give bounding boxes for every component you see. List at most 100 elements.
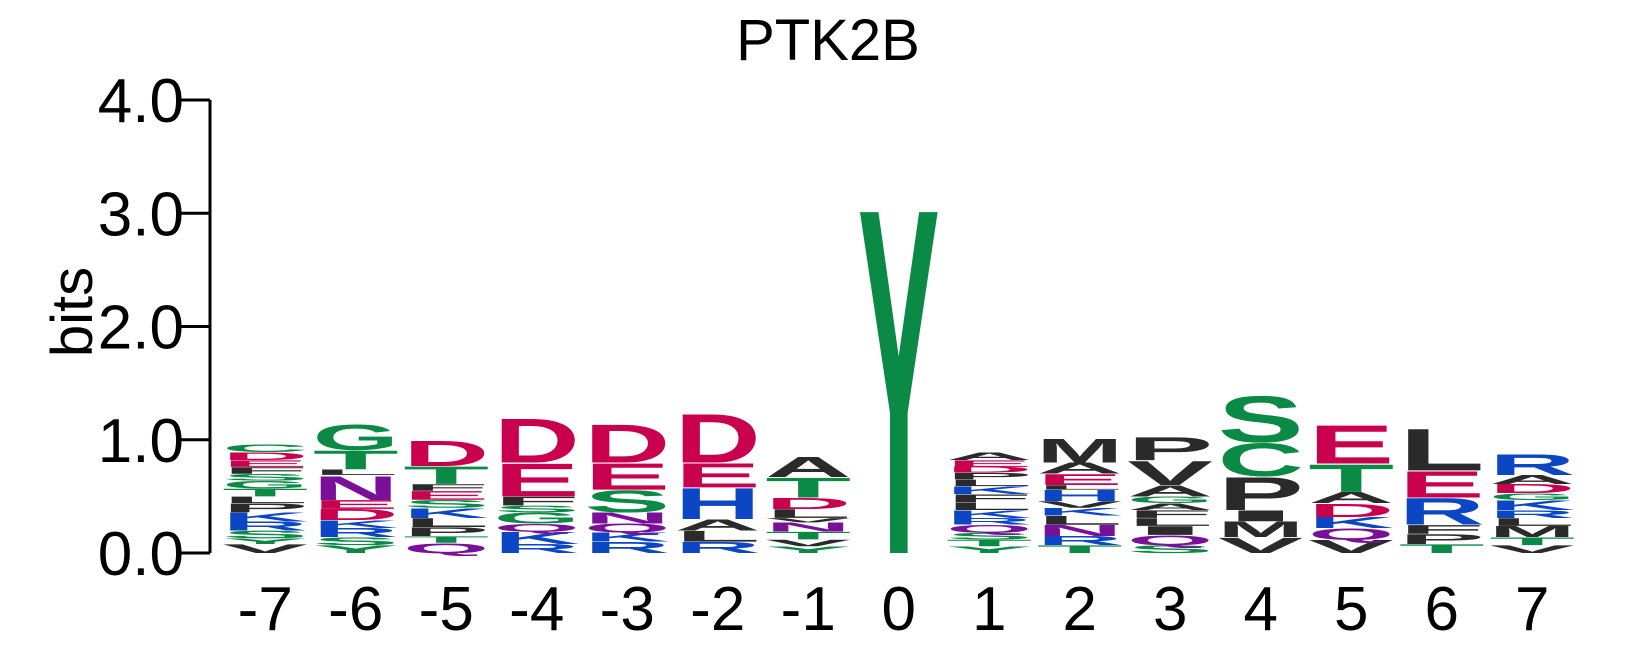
logo-letter-K: K — [313, 518, 399, 530]
logo-letter-D: D — [584, 413, 670, 475]
logo-letter-S: S — [494, 504, 580, 515]
logo-letter-A: A — [765, 452, 851, 483]
logo-letter-I: I — [1218, 507, 1304, 525]
logo-letter-S: S — [403, 498, 489, 510]
logo-letter-A: A — [1489, 472, 1575, 486]
y-tick-label: 2.0 — [98, 294, 184, 363]
logo-letter-E: E — [1308, 414, 1394, 476]
y-tick-label: 4.0 — [98, 67, 184, 136]
logo-letter-P: P — [1218, 467, 1304, 520]
logo-letter-L: L — [946, 478, 1032, 489]
logo-letter-E: E — [946, 458, 1032, 469]
logo-letter-E: E — [222, 458, 308, 469]
logo-letter-L: L — [313, 468, 399, 477]
logo-letter-T: T — [1399, 542, 1485, 556]
logo-letter-E: E — [313, 498, 399, 512]
logo-letter-V: V — [1308, 536, 1394, 557]
logo-letter-F: F — [1399, 523, 1485, 537]
logo-letter-Q: Q — [946, 523, 1032, 535]
logo-letter-Y: Y — [946, 545, 1032, 556]
x-tick-label: -4 — [509, 575, 564, 644]
x-axis: -7 -6 -5 -4 -3 -2 -1 0 1 2 3 4 5 6 7 — [238, 575, 1550, 644]
x-tick-label: -6 — [328, 575, 383, 644]
logo-letter-T: T — [222, 487, 308, 499]
logo-letter-G: G — [494, 509, 580, 527]
logo-letter-M: M — [1489, 523, 1575, 541]
x-tick-label: 0 — [882, 575, 916, 644]
logo-letter-L: L — [1489, 516, 1575, 528]
logo-letter-L: L — [1399, 416, 1485, 483]
logo-letter-E: E — [494, 454, 580, 507]
logo-letter-V: V — [765, 517, 851, 524]
logo-letter-T: T — [765, 472, 851, 504]
x-tick-label: 6 — [1425, 575, 1459, 644]
logo-letter-Y: Y — [222, 537, 308, 546]
logo-letter-Q: Q — [1127, 532, 1213, 548]
x-tick-label: -2 — [690, 575, 745, 644]
logo-letter-N: N — [765, 520, 851, 534]
logo-letter-E: E — [403, 489, 489, 503]
logo-letter-A: A — [675, 516, 761, 534]
y-tick-label: 1.0 — [98, 407, 184, 476]
logo-letter-Y: Y — [858, 105, 940, 658]
logo-letter-Y: Y — [765, 545, 851, 556]
logo-letter-T: T — [1489, 535, 1575, 547]
logo-letter-V: V — [1218, 533, 1304, 558]
logo-letter-K: K — [222, 510, 308, 524]
x-tick-label: 7 — [1515, 575, 1549, 644]
y-tick-label: 3.0 — [98, 180, 184, 249]
logo-letter-E: E — [1037, 471, 1123, 488]
logo-stacks: VYSRKPLTGSFEDCYSRKDENLTGQTPLKSEFTDRKQGSF… — [222, 105, 1575, 658]
logo-letter-Q: Q — [494, 522, 580, 534]
logo-letter-V: V — [222, 542, 308, 556]
logo-letter-R: R — [1489, 508, 1575, 520]
logo-letter-S: S — [313, 535, 399, 547]
logo-letter-V: V — [1489, 543, 1575, 555]
logo-letter-A: A — [946, 450, 1032, 462]
logo-letter-P: P — [1127, 430, 1213, 467]
logo-letter-R: R — [584, 539, 670, 557]
logo-letter-R: R — [1399, 490, 1485, 532]
logo-letter-Q: Q — [403, 540, 489, 556]
logo-letter-L: L — [765, 507, 851, 521]
logo-letter-K: K — [584, 530, 670, 544]
logo-letter-D: D — [675, 400, 761, 477]
logo-letter-S: S — [584, 484, 670, 519]
logo-letter-V: V — [1127, 454, 1213, 493]
logo-letter-L: L — [946, 500, 1032, 512]
x-tick-label: -1 — [781, 575, 836, 644]
logo-letter-G: G — [1489, 491, 1575, 502]
logo-letter-C: C — [222, 442, 308, 454]
logo-letter-I: I — [1127, 524, 1213, 538]
logo-letter-N: N — [584, 509, 670, 527]
logo-letter-T: T — [403, 461, 489, 489]
logo-letter-D: D — [313, 506, 399, 524]
x-tick-label: 1 — [972, 575, 1006, 644]
logo-letter-R: R — [946, 516, 1032, 527]
logo-letter-D: D — [1308, 500, 1394, 521]
logo-letter-C: C — [1218, 434, 1304, 487]
logo-letter-D: D — [494, 406, 580, 476]
logo-letter-S: S — [222, 528, 308, 540]
logo-letter-S: S — [946, 531, 1032, 542]
x-tick-label: 5 — [1334, 575, 1368, 644]
logo-letter-D: D — [946, 466, 1032, 475]
logo-letter-M: M — [1037, 431, 1123, 470]
logo-letter-A: A — [1308, 489, 1394, 507]
logo-letter-L: L — [403, 516, 489, 530]
logo-letter-H: H — [675, 480, 761, 529]
logo-letter-Y: Y — [313, 543, 399, 555]
y-tick-label: 0.0 — [98, 520, 184, 589]
logo-letter-G: G — [313, 418, 399, 458]
x-tick-label: -7 — [238, 575, 293, 644]
logo-letter-P: P — [946, 471, 1032, 482]
y-axis-label: bits — [40, 267, 105, 357]
